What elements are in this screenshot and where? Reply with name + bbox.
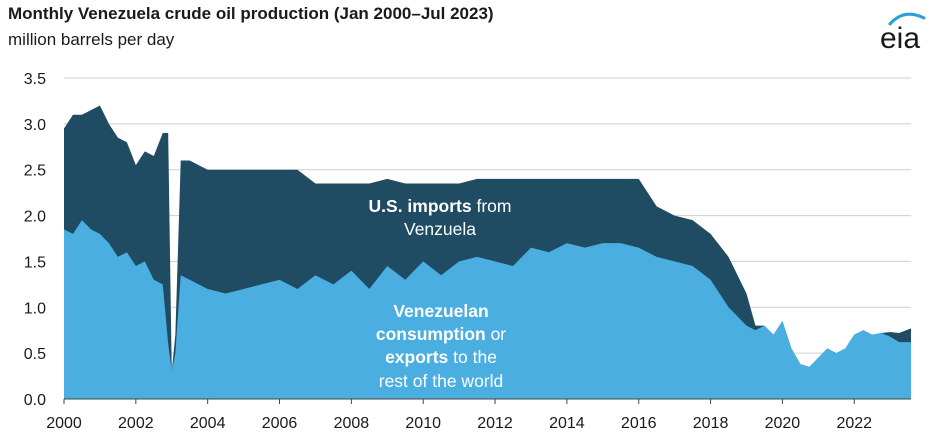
x-tick-label: 2002: [118, 415, 154, 432]
x-tick-label: 2016: [621, 415, 657, 432]
x-tick-label: 2004: [190, 415, 226, 432]
eia-logo: eia: [880, 12, 926, 52]
y-tick-label: 0.5: [24, 346, 46, 363]
annotation-us-imports-line1: U.S. imports from: [369, 196, 512, 216]
annotation-us-imports-line2: Venzuela: [404, 219, 476, 239]
annotation-rest-line2-rest: or: [486, 324, 507, 344]
x-tick-label: 2022: [836, 415, 872, 432]
eia-logo-text: eia: [880, 22, 920, 52]
x-tick-label: 2014: [549, 415, 585, 432]
x-tick-label: 2020: [765, 415, 801, 432]
x-tick-label: 2010: [405, 415, 441, 432]
annotation-rest-line2-bold: consumption: [376, 324, 486, 344]
eia-logo-arc: [888, 12, 926, 26]
annotation-us-imports-rest: from: [472, 196, 512, 216]
chart-subtitle: million barrels per day: [8, 30, 175, 49]
y-tick-label: 1.5: [24, 254, 46, 271]
annotation-us-imports-bold: U.S. imports: [369, 196, 472, 216]
area-rest-of-world: [64, 220, 911, 399]
y-tick-label: 0.0: [24, 392, 46, 409]
annotation-rest-line4: rest of the world: [379, 371, 504, 391]
x-tick-label: 2008: [334, 415, 370, 432]
y-tick-label: 2.5: [24, 163, 46, 180]
y-tick-label: 3.5: [24, 71, 46, 88]
tick-labels: 0.0 0.5 1.0 1.5 2.0 2.5 3.0 3.5 2000 2002 2004 2006…: [24, 71, 872, 432]
annotation-rest-line3-bold: exports: [385, 347, 448, 367]
annotation-rest-line2: consumption or: [376, 324, 506, 344]
chart-title: Monthly Venezuela crude oil production (…: [8, 4, 494, 23]
y-tick-label: 2.0: [24, 209, 46, 226]
y-tick-label: 1.0: [24, 300, 46, 317]
x-tick-label: 2006: [262, 415, 298, 432]
y-tick-label: 3.0: [24, 117, 46, 134]
annotation-rest-line1: Venezuelan: [393, 301, 488, 321]
x-tick-label: 2012: [477, 415, 513, 432]
annotation-rest-line3-rest: to the: [448, 347, 497, 367]
x-tick-label: 2000: [46, 415, 82, 432]
annotation-rest-line3: exports to the: [385, 347, 497, 367]
x-tick-label: 2018: [693, 415, 729, 432]
